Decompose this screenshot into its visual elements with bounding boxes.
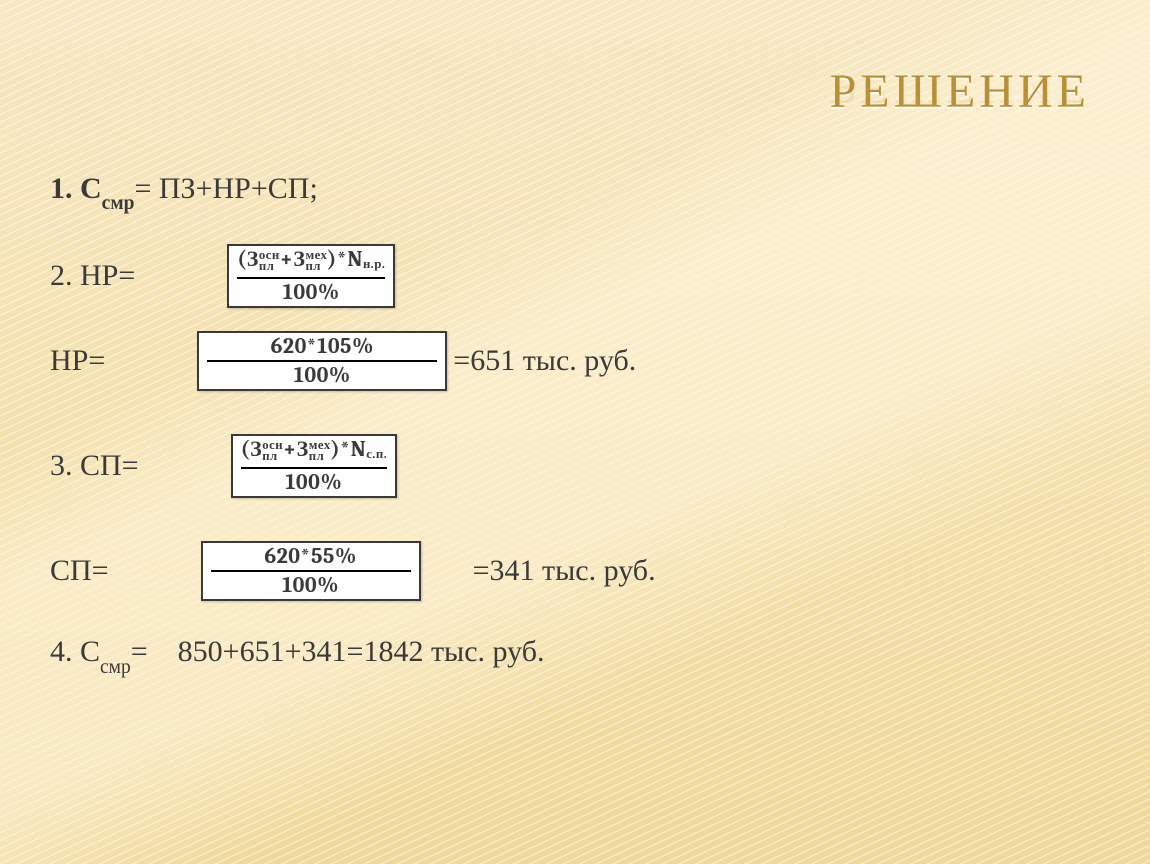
- l6-text-b: = 850+651+341=1842 тыс. руб.: [131, 635, 545, 668]
- l1-sub: смр: [102, 193, 135, 214]
- fraction-sp-numeric-den: 100%: [282, 574, 339, 596]
- l4-prefix: 3. СП=: [50, 449, 139, 483]
- fraction-sp-symbolic: (Зоснпл+Змехпл)*Nс.п. 100%: [231, 434, 398, 498]
- fraction-sp-symbolic-den: 100%: [285, 471, 342, 493]
- l6-text-a: 4. С: [50, 635, 100, 668]
- l2-prefix: 2. НР=: [50, 259, 135, 293]
- line-2: 2. НР= (Зоснпл+Змехпл)*Nн.р. 100%: [50, 244, 1090, 308]
- slide-title: РЕШЕНИЕ: [0, 64, 1090, 119]
- line-1: 1. Ссмр= ПЗ+НР+СП;: [50, 160, 1090, 222]
- fraction-hr-symbolic-num: (Зоснпл+Змехпл)*Nн.р.: [237, 248, 385, 274]
- line-6: 4. Ссмр= 850+651+341=1842 тыс. руб.: [50, 624, 1090, 686]
- line-5: СП= 620*55% 100% =341 тыс. руб.: [50, 540, 1090, 602]
- fraction-hr-numeric-num: 620*105%: [271, 335, 374, 357]
- fraction-sp-numeric-num: 620*55%: [264, 545, 357, 567]
- line-4: 3. СП= (Зоснпл+Змехпл)*Nс.п. 100%: [50, 434, 1090, 498]
- fraction-sp-numeric: 620*55% 100%: [201, 541, 421, 601]
- fraction-hr-symbolic: (Зоснпл+Змехпл)*Nн.р. 100%: [227, 244, 395, 308]
- l6-sub: смр: [100, 657, 131, 678]
- l5-suffix: =341 тыс. руб.: [473, 554, 656, 588]
- l5-prefix: СП=: [50, 554, 109, 588]
- fraction-hr-symbolic-den: 100%: [283, 281, 340, 303]
- l3-suffix: =651 тыс. руб.: [453, 344, 636, 378]
- fraction-hr-numeric-den: 100%: [294, 364, 351, 386]
- slide-body: 1. Ссмр= ПЗ+НР+СП; 2. НР= (Зоснпл+Змехпл…: [50, 160, 1090, 686]
- line-3: НР= 620*105% 100% =651 тыс. руб.: [50, 330, 1090, 392]
- fraction-sp-symbolic-num: (Зоснпл+Змехпл)*Nс.п.: [241, 438, 388, 464]
- l1-text-a: 1. С: [50, 172, 102, 205]
- l1-text-b: = ПЗ+НР+СП;: [134, 172, 317, 205]
- slide: РЕШЕНИЕ РЕШЕНИЕ 1. Ссмр= ПЗ+НР+СП; 2. НР…: [0, 0, 1150, 864]
- fraction-hr-numeric: 620*105% 100%: [197, 331, 447, 391]
- l3-prefix: НР=: [50, 344, 105, 378]
